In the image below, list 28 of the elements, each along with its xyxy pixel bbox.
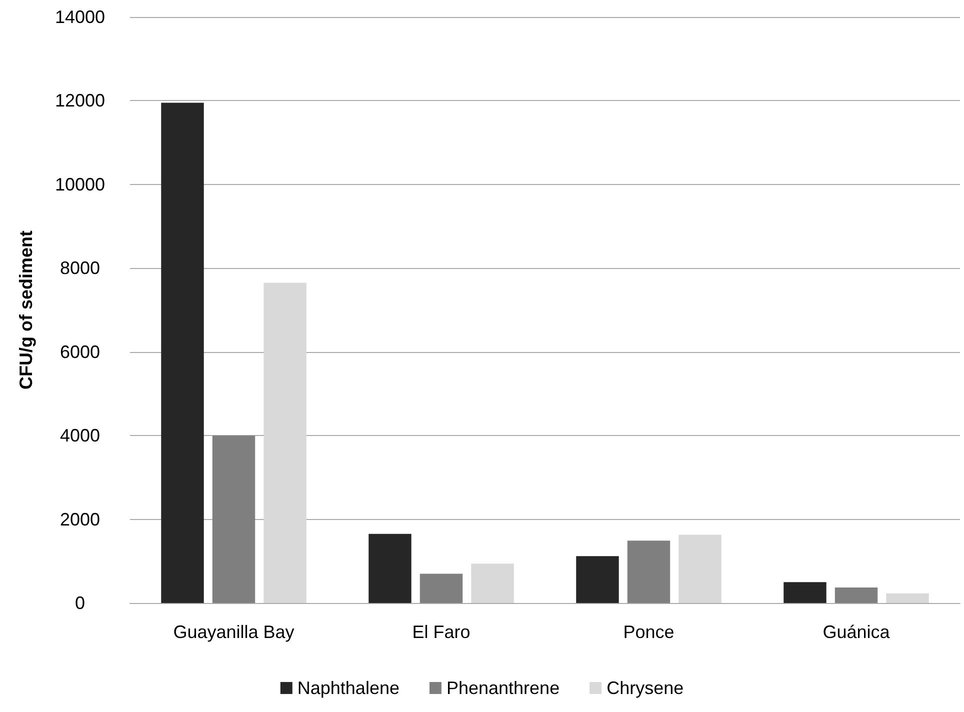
bar xyxy=(264,282,306,603)
bar xyxy=(161,102,204,603)
y-tick-label: 6000 xyxy=(60,342,100,362)
legend-label: Chrysene xyxy=(606,678,684,698)
x-tick-label: Guayanilla Bay xyxy=(173,622,294,642)
bar xyxy=(886,593,929,603)
y-tick-label: 0 xyxy=(74,593,86,613)
bar xyxy=(784,582,826,603)
bar xyxy=(627,540,670,603)
bar xyxy=(576,556,619,603)
y-tick-label: 8000 xyxy=(60,258,100,278)
y-tick-label: 10000 xyxy=(54,174,106,194)
bar xyxy=(678,534,722,603)
y-axis-title: CFU/g of sediment xyxy=(16,230,36,390)
y-tick-label: 4000 xyxy=(60,426,100,446)
x-tick-label: Guánica xyxy=(822,622,891,642)
bar xyxy=(420,574,463,603)
y-tick-label: 12000 xyxy=(54,90,106,111)
bar xyxy=(471,564,514,603)
y-tick-label: 14000 xyxy=(54,7,106,27)
x-tick-label: Ponce xyxy=(623,622,674,642)
legend-label: Phenanthrene xyxy=(446,678,560,698)
y-tick-label: 2000 xyxy=(60,509,100,530)
bar xyxy=(212,436,256,603)
x-tick-label: El Faro xyxy=(412,622,470,642)
bar xyxy=(368,534,412,603)
bar xyxy=(834,588,878,603)
legend-label: Naphthalene xyxy=(297,678,400,698)
